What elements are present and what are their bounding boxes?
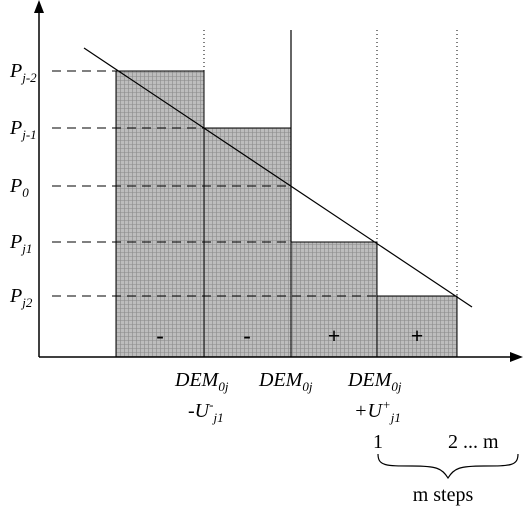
y-label-pj1: Pj1 <box>9 231 32 256</box>
y-label-pj-2: Pj-2 <box>9 60 37 85</box>
x-label-minus-u: -U-j1 <box>188 397 224 425</box>
bar-4-sign: + <box>411 323 424 348</box>
bar-2-sign: - <box>243 323 250 348</box>
step-rest-label: 2 ... m <box>448 431 499 453</box>
bar-1 <box>115 70 205 358</box>
steps-brace <box>377 453 519 480</box>
x-label-plus-u: +U+j1 <box>354 397 401 425</box>
x-label-dem-plus-u: DEM0j <box>347 369 402 394</box>
demand-curve <box>83 47 473 308</box>
step-start-label: 1 <box>373 431 383 453</box>
x-label-dem-minus-u: DEM0j <box>174 369 229 394</box>
y-axis-arrow <box>34 0 44 13</box>
bar-3-sign: + <box>328 323 341 348</box>
y-label-pj2: Pj2 <box>9 285 33 310</box>
x-label-dem: DEM0j <box>258 369 313 394</box>
bar-3 <box>290 241 378 358</box>
steps-caption: m steps <box>413 484 474 506</box>
y-label-p0: P0 <box>9 175 29 200</box>
x-axis-arrow <box>510 352 523 362</box>
bar-1-sign: - <box>156 323 163 348</box>
y-label-pj-1: Pj-1 <box>9 117 37 142</box>
